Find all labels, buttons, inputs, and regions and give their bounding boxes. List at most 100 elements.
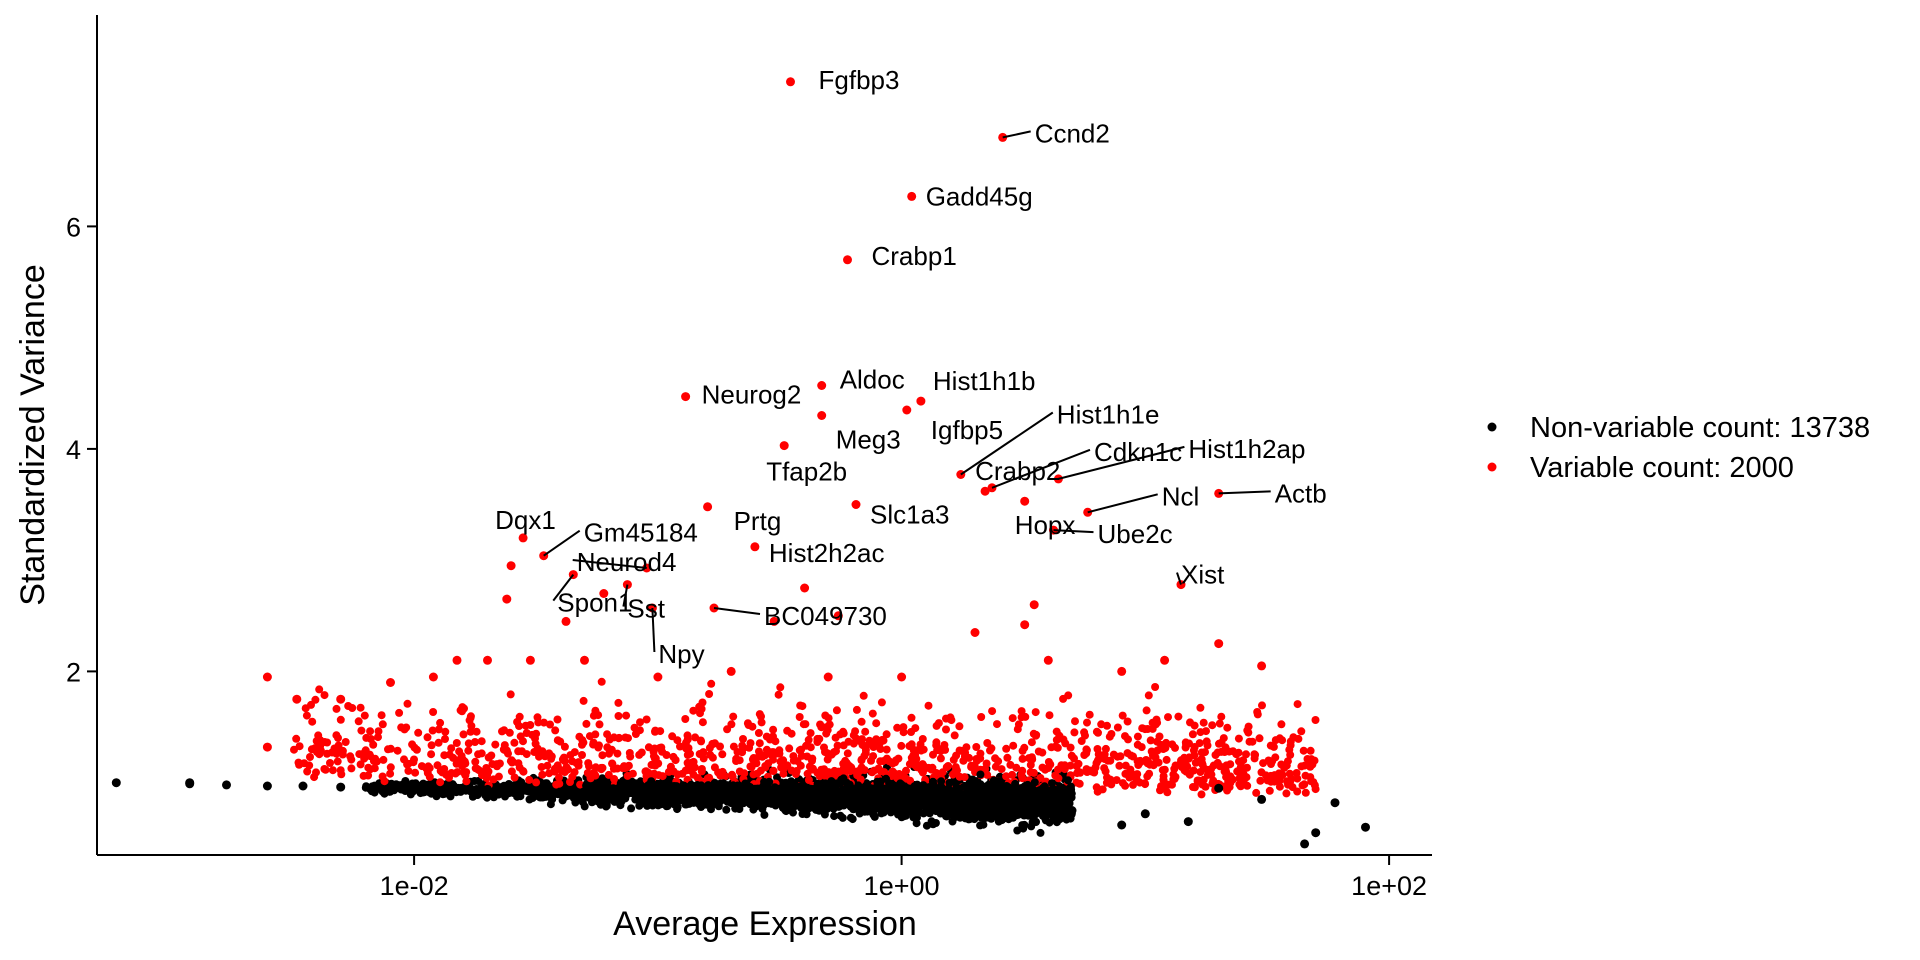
point-variable [1285, 769, 1294, 778]
leader-line-sst [622, 584, 629, 607]
point-variable [366, 765, 375, 774]
point-variable [320, 691, 329, 700]
point-variable [970, 628, 980, 637]
point-non-variable [371, 782, 381, 792]
point-variable [1094, 750, 1103, 759]
point-variable [1009, 741, 1018, 750]
point-variable [637, 748, 646, 757]
point-variable [647, 760, 656, 769]
point-variable [311, 695, 320, 704]
point-non-variable [995, 802, 1004, 811]
y-tick-label: 6 [66, 212, 81, 242]
point-variable [624, 734, 632, 743]
point-variable [328, 766, 337, 775]
gene-label-hist1h2ap: Hist1h2ap [1188, 434, 1305, 464]
point-variable [452, 739, 461, 747]
point-variable [705, 690, 714, 698]
point-non-variable [1330, 798, 1340, 808]
point-non-variable [494, 787, 503, 796]
point-variable [1252, 788, 1261, 797]
point-variable [893, 723, 902, 732]
gene-label-bc049730: BC049730 [764, 601, 887, 631]
point-variable [386, 763, 395, 772]
point-variable [1282, 789, 1291, 798]
point-variable [557, 766, 566, 775]
point-variable [1003, 753, 1012, 762]
point-variable [910, 761, 919, 769]
point-non-variable [1062, 800, 1071, 808]
point-variable [434, 725, 443, 734]
legend-label-variable: Variable count: 2000 [1530, 452, 1794, 484]
point-variable [321, 765, 330, 774]
point-non-variable [882, 774, 890, 783]
point-variable [1234, 748, 1243, 757]
point-variable [556, 737, 565, 746]
point-non-variable [571, 798, 580, 807]
point-variable [824, 714, 833, 723]
point-variable [458, 703, 467, 712]
point-variable [1265, 786, 1274, 795]
point-non-variable [1030, 778, 1039, 787]
point-variable [942, 714, 950, 723]
point-non-variable [927, 784, 936, 792]
point-variable [622, 711, 631, 720]
point-non-variable [1027, 804, 1036, 813]
gene-label-aldoc: Aldoc [840, 365, 905, 395]
point-non-variable [719, 779, 728, 788]
point-variable [787, 729, 796, 738]
point-variable [522, 750, 531, 759]
point-non-variable [1300, 839, 1310, 849]
point-non-variable [567, 784, 576, 793]
point-variable [1008, 770, 1017, 779]
point-variable [897, 741, 906, 750]
point-non-variable [874, 793, 882, 802]
point-variable [769, 725, 778, 734]
gene-label-ube2c: Ube2c [1098, 519, 1173, 549]
point-variable [360, 711, 369, 720]
point-variable [859, 691, 868, 700]
point-variable [800, 583, 810, 593]
point-variable [858, 735, 866, 744]
point-variable [718, 750, 727, 759]
point-variable [374, 733, 382, 742]
point-variable [769, 767, 778, 775]
point-variable [654, 771, 663, 780]
point-variable [809, 764, 817, 773]
point-variable [334, 733, 342, 742]
point-non-variable [443, 785, 452, 794]
point-non-variable [803, 798, 812, 806]
point-variable [1021, 712, 1030, 721]
point-variable [1293, 774, 1302, 783]
point-variable [1311, 716, 1320, 724]
point-variable [561, 616, 571, 626]
point-non-variable [647, 784, 655, 793]
point-non-variable [897, 793, 907, 803]
point-variable [1074, 759, 1083, 768]
leader-line-hist1h1e [960, 411, 1054, 476]
point-variable [471, 738, 479, 746]
leader-line-ncl [1087, 493, 1158, 514]
point-variable [1306, 746, 1315, 755]
point-non-variable [795, 797, 804, 805]
gene-label-actb: Actb [1275, 478, 1327, 508]
legend-marker-non-variable [1487, 422, 1497, 432]
point-non-variable [474, 777, 483, 785]
point-variable [1214, 639, 1224, 649]
point-variable [1146, 736, 1155, 745]
point-variable [393, 746, 402, 755]
gene-label-tfap2b: Tfap2b [766, 457, 847, 487]
y-axis-title: Standardized Variance [14, 264, 52, 605]
point-non-variable [823, 790, 832, 799]
point-variable [566, 778, 574, 786]
point-non-variable [624, 786, 632, 795]
legend: Non-variable count: 13738 Variable count… [1487, 412, 1870, 484]
point-variable [797, 745, 806, 754]
point-variable [1197, 790, 1206, 799]
point-non-variable [697, 781, 706, 790]
point-non-variable [991, 812, 1000, 821]
point-variable [699, 748, 708, 757]
point-variable [532, 778, 541, 787]
point-variable [354, 717, 363, 726]
point-variable [506, 561, 516, 571]
point-variable [1159, 745, 1168, 753]
